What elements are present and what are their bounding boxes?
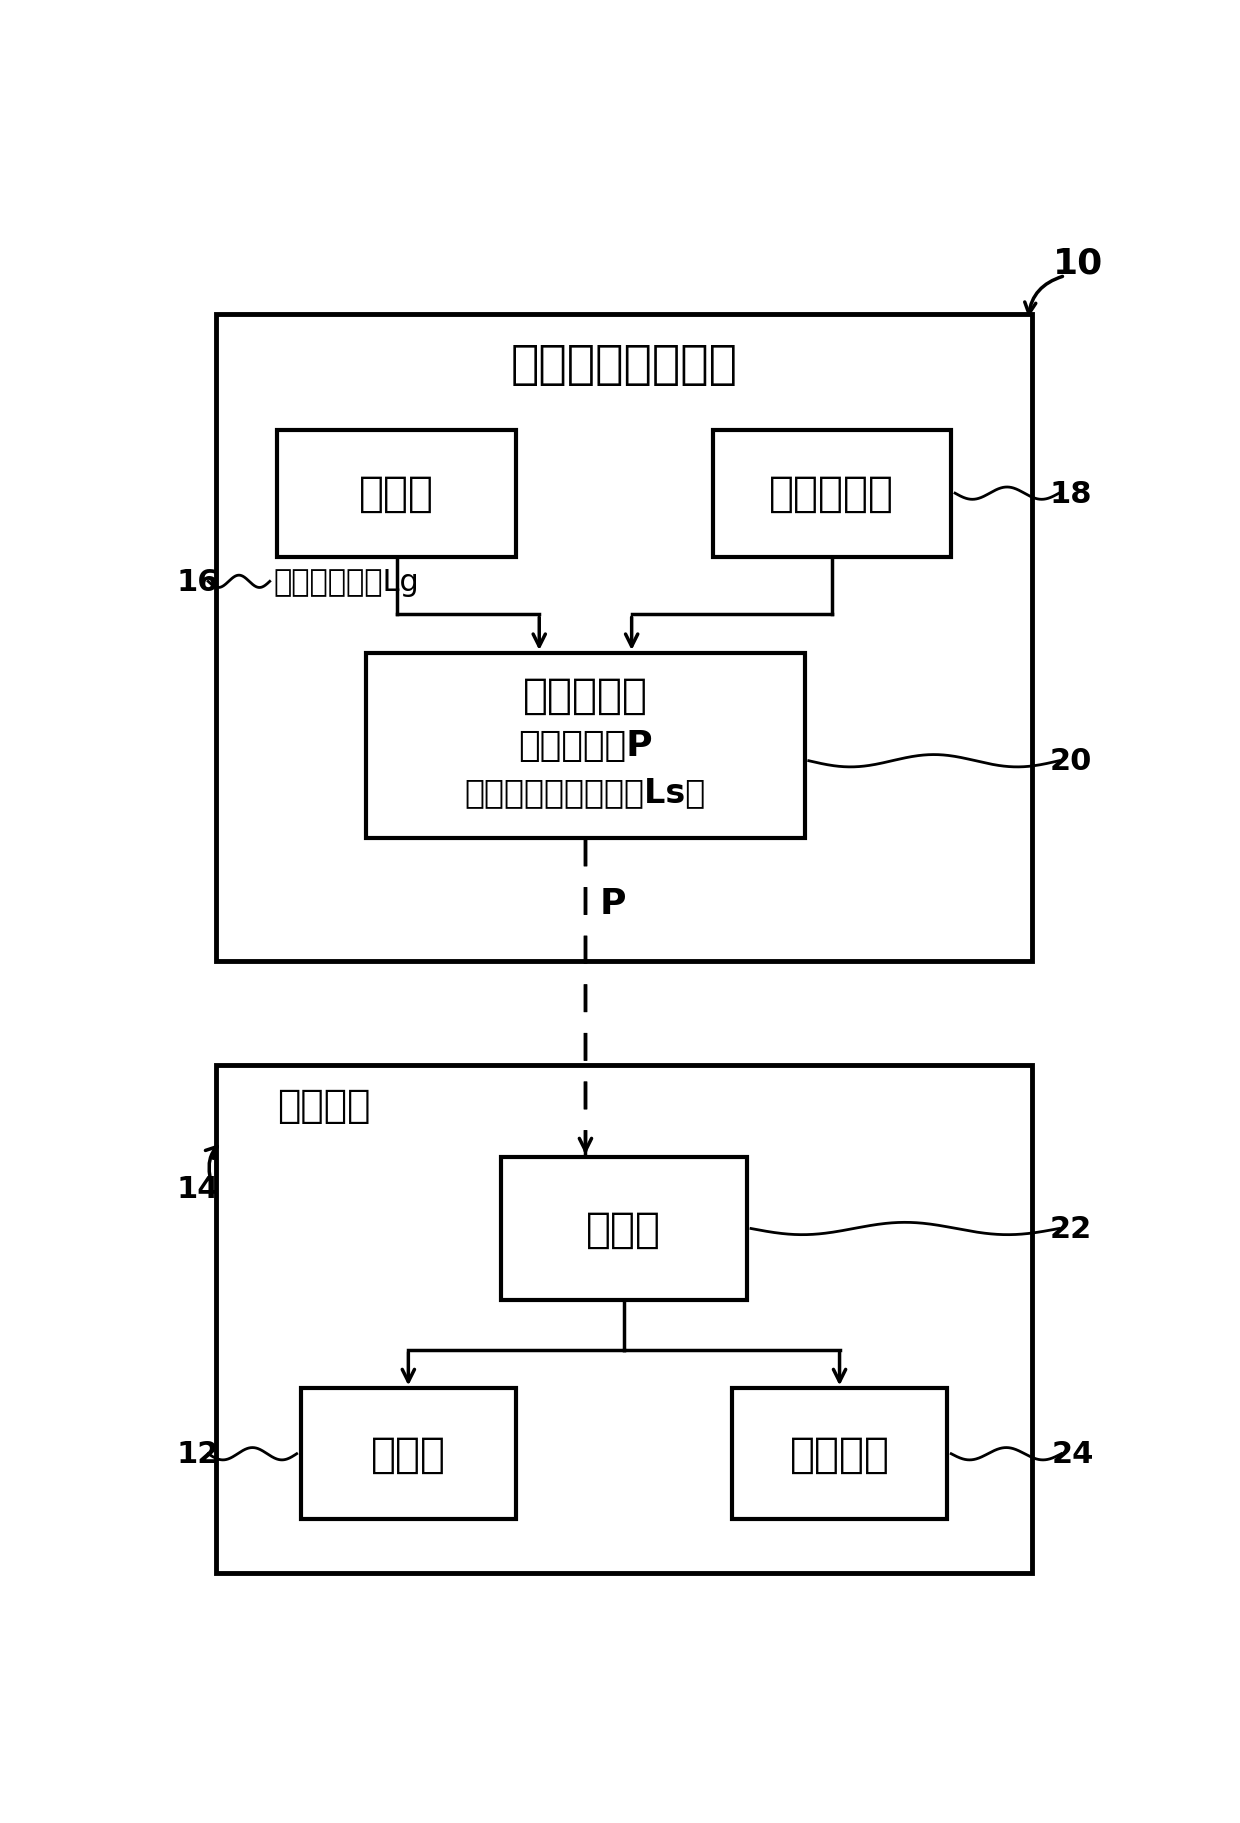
Bar [366, 654, 805, 839]
Bar [216, 1065, 1032, 1573]
Text: 24: 24 [1052, 1440, 1094, 1468]
Bar [300, 1389, 516, 1519]
Text: 时序控制编程装置: 时序控制编程装置 [511, 343, 738, 388]
Text: 20: 20 [1049, 747, 1091, 777]
Bar [216, 315, 1032, 961]
Bar [713, 430, 951, 558]
Text: 16: 16 [177, 567, 219, 596]
Text: 14: 14 [177, 1174, 219, 1203]
Bar [732, 1389, 947, 1519]
Text: 22: 22 [1049, 1214, 1091, 1243]
Text: P: P [599, 886, 626, 921]
Text: 控制程序：P: 控制程序：P [518, 729, 652, 762]
Bar [278, 430, 516, 558]
Text: 作业设备: 作业设备 [790, 1433, 889, 1475]
Text: 机器人: 机器人 [371, 1433, 446, 1475]
Text: 选择输入部: 选择输入部 [769, 472, 894, 514]
Text: （系统对应梯形图：Ls）: （系统对应梯形图：Ls） [465, 775, 706, 809]
Text: 控制器: 控制器 [587, 1209, 661, 1251]
Text: 18: 18 [1049, 479, 1091, 509]
Text: 12: 12 [177, 1440, 219, 1468]
Bar [501, 1158, 748, 1300]
Text: 存储部: 存储部 [360, 472, 434, 514]
Text: 既定梯形图：Lg: 既定梯形图：Lg [274, 567, 419, 596]
Text: 程序生成部: 程序生成部 [523, 675, 649, 716]
Text: 10: 10 [1053, 246, 1104, 281]
Text: 作业系统: 作业系统 [278, 1087, 371, 1125]
